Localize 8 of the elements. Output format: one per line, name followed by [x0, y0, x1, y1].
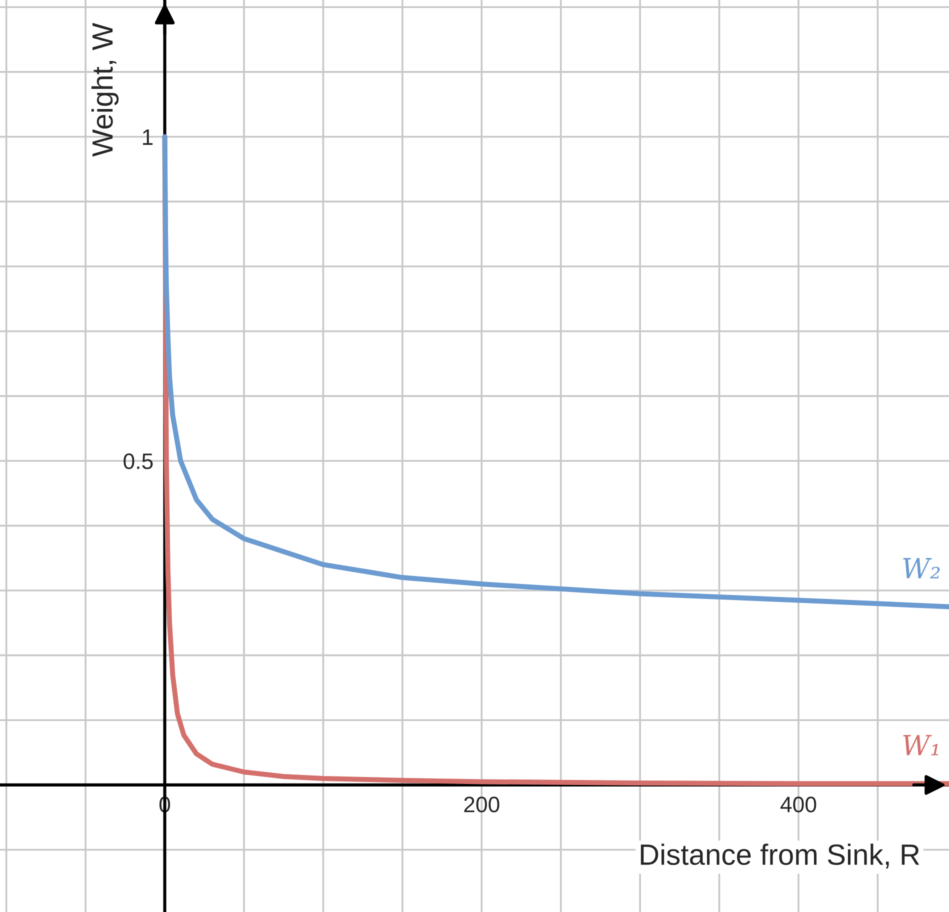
- x-axis-title: Distance from Sink, R: [640, 844, 920, 868]
- series-label: W₁: [903, 734, 938, 756]
- x-tick-label: 200: [464, 796, 500, 812]
- y-tick-label: 0.5: [124, 453, 153, 470]
- series-label: W₂: [903, 558, 940, 578]
- y-axis-title: Weight, W: [91, 22, 119, 157]
- y-tick-label: 1: [142, 130, 153, 145]
- x-tick-label: 400: [780, 796, 816, 812]
